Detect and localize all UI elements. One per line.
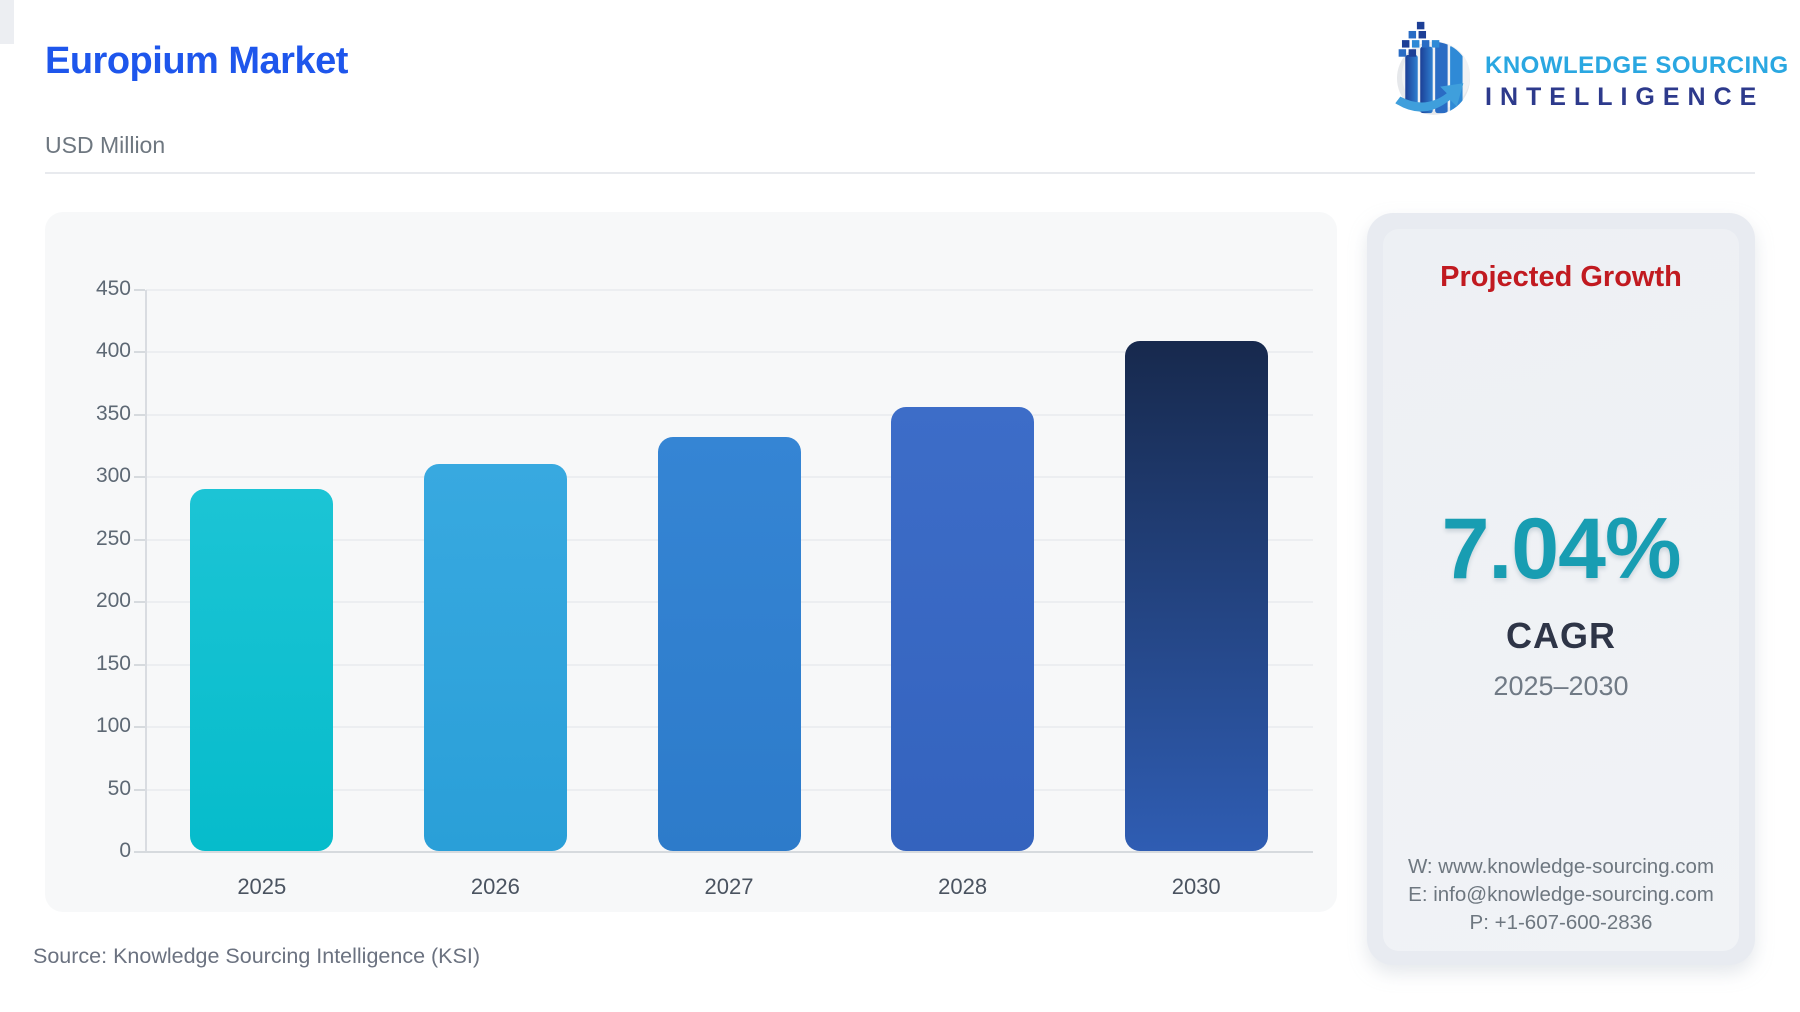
y-tick-mark <box>134 288 145 291</box>
y-axis-label: 350 <box>95 401 131 425</box>
screen-edge-artifact <box>0 0 14 44</box>
y-axis-label: 450 <box>95 276 131 300</box>
y-tick-mark <box>134 663 145 666</box>
cagr-period: 2025–2030 <box>1493 671 1629 701</box>
unit-label: USD Million <box>45 132 166 158</box>
y-axis-label: 200 <box>95 589 131 612</box>
y-tick-mark <box>134 351 145 353</box>
y-tick-mark <box>134 413 145 416</box>
x-axis-label-2025: 2025 <box>237 874 287 899</box>
header-divider <box>45 172 1755 174</box>
bar-2028 <box>891 407 1035 851</box>
y-tick-mark <box>134 788 145 791</box>
y-tick-mark <box>134 538 145 541</box>
y-axis-label: 50 <box>107 776 131 800</box>
y-axis-label: 100 <box>95 714 131 737</box>
logo-pixel-squares <box>1398 21 1440 57</box>
y-tick-mark <box>134 726 145 728</box>
x-axis-label-2026: 2026 <box>470 874 520 899</box>
y-axis-label: 250 <box>95 526 131 550</box>
contact-phone: P: +1-607-600-2836 <box>1469 911 1653 934</box>
company-logo: KNOWLEDGE SOURCING INTELLIGENCE <box>1392 12 1788 120</box>
projected-growth-card: Projected Growth 7.04% CAGR 2025–2030 W:… <box>1383 229 1739 951</box>
contact-website: W: www.knowledge-sourcing.com <box>1407 855 1715 878</box>
page-title: Europium Market <box>45 40 348 82</box>
bar-2026 <box>423 463 567 851</box>
y-tick-mark <box>134 476 145 478</box>
contact-email: E: info@knowledge-sourcing.com <box>1408 883 1714 906</box>
x-axis-line <box>145 851 1313 853</box>
logo-globe-barchart-icon <box>1395 21 1471 115</box>
source-note: Source: Knowledge Sourcing Intelligence … <box>33 944 480 968</box>
x-axis-label-2028: 2028 <box>938 874 988 899</box>
y-tick-mark <box>134 851 145 853</box>
bar-2027 <box>657 437 801 851</box>
cagr-value: 7.04% <box>1441 501 1682 597</box>
x-axis-label-2030: 2030 <box>1171 874 1221 899</box>
y-axis-line <box>145 289 147 852</box>
panel-title: Projected Growth <box>1440 261 1682 293</box>
y-axis-label: 400 <box>95 339 131 362</box>
y-axis-label: 150 <box>95 651 131 675</box>
logo-text-line2: INTELLIGENCE <box>1485 83 1765 111</box>
cagr-label: CAGR <box>1506 615 1616 656</box>
gridline <box>146 351 1313 353</box>
logo-text-line1: KNOWLEDGE SOURCING <box>1485 52 1789 79</box>
contact-block: W: www.knowledge-sourcing.com E: info@kn… <box>1383 853 1739 937</box>
gridline <box>146 288 1313 291</box>
chart-card: 450 400 350 300 250 200 150 100 50 0 2025 2026 2027 2… <box>45 212 1337 912</box>
logo-arrow <box>1395 83 1464 112</box>
y-axis-label: 0 <box>119 839 131 862</box>
x-axis-label-2027: 2027 <box>704 874 754 899</box>
bar-2030 <box>1124 341 1268 851</box>
y-tick-mark <box>134 601 145 603</box>
plot-area: 450 400 350 300 250 200 150 100 50 0 2025 2026 2027 2… <box>45 212 1337 912</box>
projected-growth-panel: Projected Growth 7.04% CAGR 2025–2030 W:… <box>1367 213 1755 965</box>
bar-2025 <box>190 488 334 851</box>
y-axis-label: 300 <box>95 464 131 487</box>
gridline <box>146 413 1313 416</box>
